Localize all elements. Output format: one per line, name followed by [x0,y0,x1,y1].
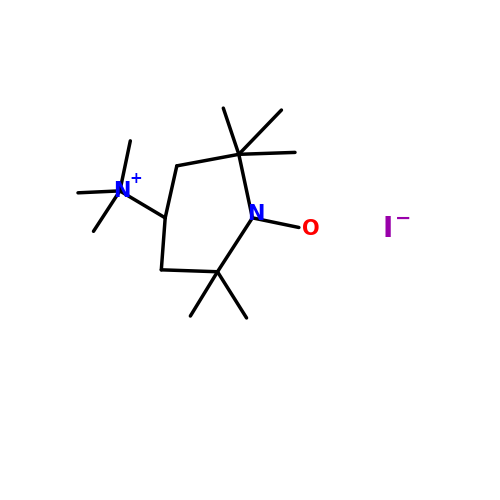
Text: N: N [113,181,130,201]
Text: O: O [302,220,320,240]
Text: N: N [248,204,265,224]
Text: −: − [394,209,411,228]
Text: I: I [383,216,393,244]
Text: +: + [130,171,142,186]
